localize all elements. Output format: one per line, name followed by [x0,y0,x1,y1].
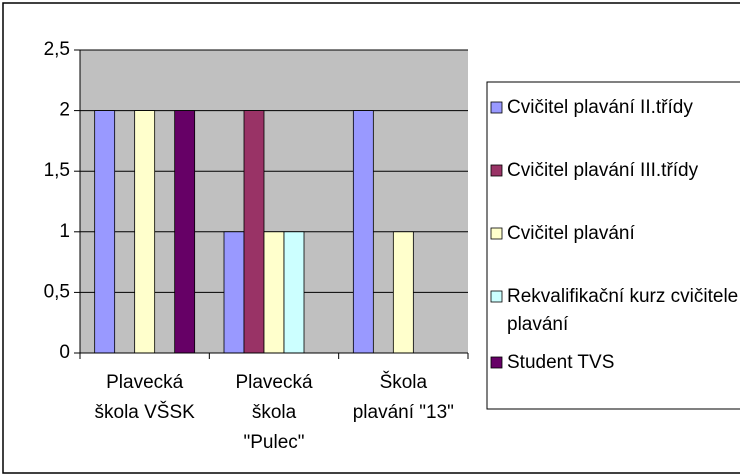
legend-swatch [490,356,503,369]
legend-label: Rekvalifikační kurz cvičitele plavání [507,286,738,335]
bar [94,110,116,354]
legend-swatch [490,164,503,177]
bar [174,110,196,354]
y-tick-label: 2,5 [44,39,70,60]
y-tick-label: 0,5 [44,281,70,302]
legend-label: Cvičitel plavání III.třídy [507,160,699,181]
legend-swatch [490,290,503,303]
bar [223,231,245,354]
y-tick-label: 2 [59,100,70,121]
legend-label: Cvičitel plavání [507,223,635,244]
bar [263,231,285,354]
x-tick-label: Plavecká škola VŠSK [95,372,196,423]
x-tick-label: Škola plavání "13" [353,371,454,423]
bar [243,110,265,354]
legend-swatch [490,101,503,114]
legend-swatch [490,227,503,240]
y-tick-label: 1,5 [44,160,70,181]
bar [283,231,305,354]
bar [392,231,414,354]
legend-label: Cvičitel plavání II.třídy [507,97,693,118]
legend-box [486,81,740,410]
y-tick-label: 0 [59,342,70,363]
bar [134,110,156,354]
bar [352,110,374,354]
legend-label: Student TVS [507,352,614,373]
x-tick-label: Plavecká škola "Pulec" [235,372,313,453]
y-tick-label: 1 [59,221,70,242]
